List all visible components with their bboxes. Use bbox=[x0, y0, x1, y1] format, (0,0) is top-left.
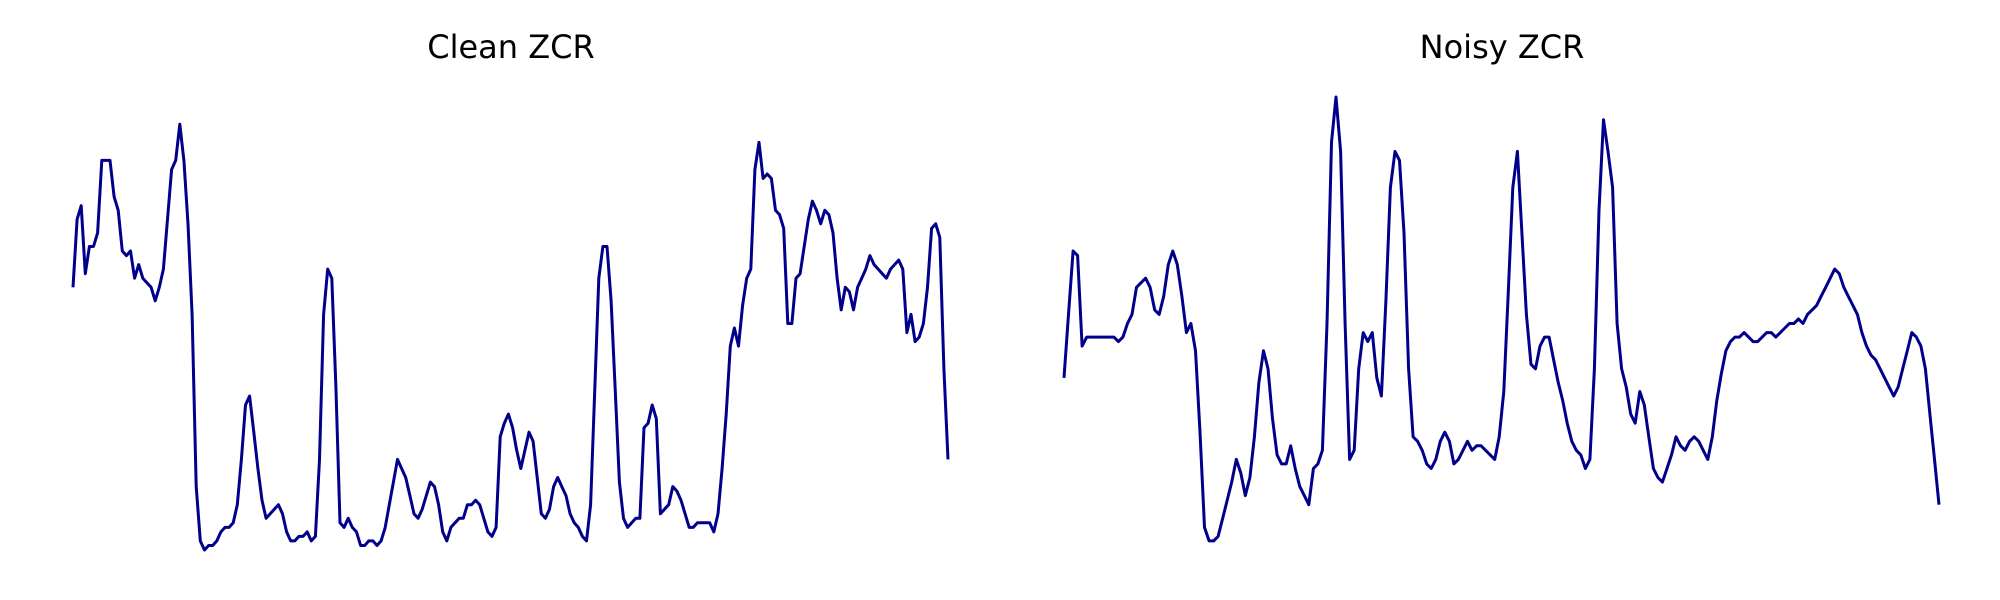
clean-zcr-title: Clean ZCR bbox=[427, 28, 594, 66]
clean-zcr-series-line bbox=[71, 122, 950, 552]
clean-zcr-panel: Clean ZCR bbox=[71, 28, 950, 552]
noisy-zcr-series-line bbox=[1062, 95, 1941, 543]
noisy-zcr-panel: Noisy ZCR bbox=[1062, 28, 1941, 543]
noisy-zcr-title: Noisy ZCR bbox=[1420, 28, 1585, 66]
